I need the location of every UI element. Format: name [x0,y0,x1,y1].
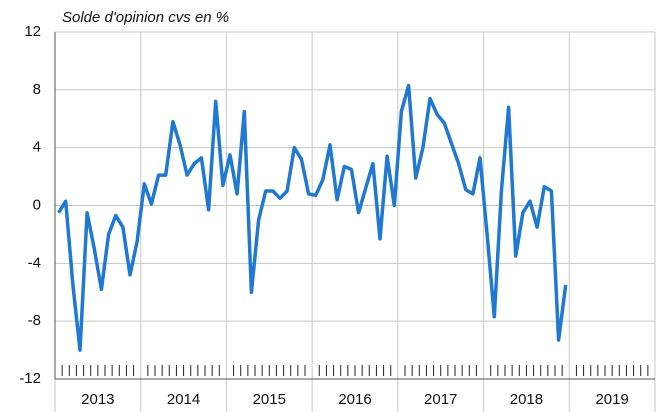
y-tick-label: 8 [33,81,41,98]
y-tick-label: -12 [19,370,41,387]
x-tick-label: 2015 [253,391,286,408]
x-tick-label: 2013 [81,391,114,408]
x-tick-label: 2019 [595,391,628,408]
y-tick-label: 12 [24,23,41,40]
chart-title: Solde d'opinion cvs en % [62,9,229,26]
y-tick-label: 0 [33,196,41,213]
y-tick-label: -4 [28,254,41,271]
x-tick-label: 2016 [338,391,371,408]
x-tick-label: 2018 [510,391,543,408]
x-tick-label: 2017 [424,391,457,408]
data-line [57,83,568,352]
y-tick-label: -8 [28,312,41,329]
y-tick-label: 4 [33,139,41,156]
x-tick-label: 2014 [167,391,200,408]
